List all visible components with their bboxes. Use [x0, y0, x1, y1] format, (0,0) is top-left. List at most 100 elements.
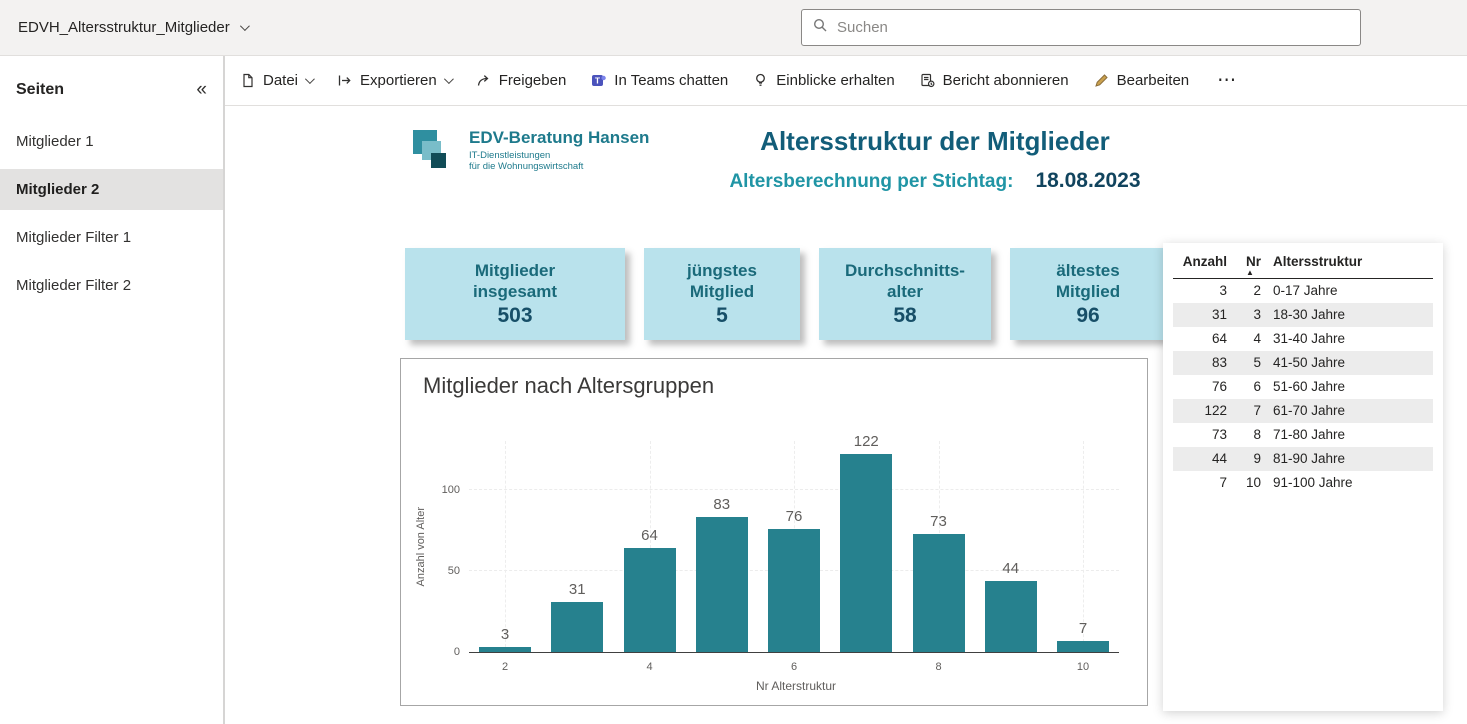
table-row[interactable]: 122 7 61-70 Jahre [1173, 399, 1433, 423]
cell-anzahl: 44 [1211, 451, 1227, 466]
x-tick-label: 10 [1076, 661, 1090, 673]
kpi-value: 503 [497, 304, 533, 328]
cell-altersstruktur: 81-90 Jahre [1273, 451, 1346, 466]
table-body: 3 2 0-17 Jahre 31 3 18-30 Jahre 64 4 31-40 Jahre… [1173, 279, 1433, 496]
file-menu-button[interactable]: Datei [239, 72, 315, 89]
export-icon [336, 72, 353, 89]
column-header-nr[interactable]: Nr ▲ [1233, 251, 1267, 279]
chart-bar[interactable] [768, 528, 820, 652]
search-input[interactable] [837, 19, 1350, 36]
lightbulb-icon [752, 72, 769, 89]
cell-nr: 5 [1253, 355, 1261, 370]
cell-altersstruktur: 18-30 Jahre [1273, 307, 1346, 322]
chart-bar[interactable] [1057, 640, 1109, 652]
cell-altersstruktur: 41-50 Jahre [1273, 355, 1346, 370]
cell-anzahl: 64 [1211, 331, 1227, 346]
share-icon [475, 72, 492, 89]
sidebar-item-mitglieder-2[interactable]: Mitglieder 2 [0, 169, 223, 210]
bar-value-label: 76 [785, 507, 803, 525]
report-name-label: EDVH_Altersstruktur_Mitglieder [18, 19, 230, 36]
table-header-row: Anzahl Nr ▲ Altersstruktur [1173, 251, 1433, 279]
logo-company-name: EDV-Beratung Hansen [469, 128, 650, 147]
kpi-value: 5 [716, 304, 728, 328]
cell-anzahl: 7 [1219, 475, 1227, 490]
table-row[interactable]: 83 5 41-50 Jahre [1173, 351, 1433, 375]
chart-bar[interactable] [695, 517, 748, 652]
cell-altersstruktur: 51-60 Jahre [1273, 379, 1346, 394]
report-canvas: EDV-Beratung Hansen IT-Dienstleistungen … [225, 106, 1467, 724]
table-row[interactable]: 73 8 71-80 Jahre [1173, 423, 1433, 447]
collapse-sidebar-icon[interactable]: « [196, 79, 207, 100]
table-row[interactable]: 44 9 81-90 Jahre [1173, 447, 1433, 471]
y-tick-label: 100 [441, 483, 460, 496]
file-icon [239, 72, 256, 89]
pages-sidebar: Seiten « Mitglieder 1 Mitglieder 2 Mitgl… [0, 56, 225, 724]
subscribe-icon [919, 72, 936, 89]
sidebar-title: Seiten [16, 80, 65, 98]
bar-chart-visual[interactable]: Mitglieder nach Altersgruppen Anzahl von… [400, 358, 1148, 706]
edit-button[interactable]: Bearbeiten [1093, 72, 1189, 89]
table-row[interactable]: 64 4 31-40 Jahre [1173, 327, 1433, 351]
chart-bar[interactable] [551, 601, 604, 652]
cell-nr: 10 [1245, 475, 1261, 490]
column-header-altersstruktur[interactable]: Altersstruktur [1267, 251, 1433, 279]
table-row[interactable]: 31 3 18-30 Jahre [1173, 303, 1433, 327]
report-name-menu[interactable]: EDVH_Altersstruktur_Mitglieder [18, 19, 250, 36]
edit-pencil-icon [1093, 72, 1110, 89]
subscribe-button[interactable]: Bericht abonnieren [919, 72, 1069, 89]
table-row[interactable]: 7 10 91-100 Jahre [1173, 471, 1433, 495]
cell-altersstruktur: 61-70 Jahre [1273, 403, 1346, 418]
search-box[interactable] [801, 9, 1361, 46]
cell-anzahl: 122 [1204, 403, 1227, 418]
kpi-card-row: Mitglieder insgesamt 503 jüngstes Mitgli… [405, 248, 1166, 340]
kpi-card-youngest-member[interactable]: jüngstes Mitglied 5 [644, 248, 800, 340]
chart-title: Mitglieder nach Altersgruppen [423, 373, 715, 398]
column-header-anzahl[interactable]: Anzahl [1173, 251, 1233, 279]
kpi-card-average-age[interactable]: Durchschnitts-alter 58 [819, 248, 991, 340]
sidebar-item-mitglieder-filter-2[interactable]: Mitglieder Filter 2 [16, 277, 132, 294]
table-row[interactable]: 3 2 0-17 Jahre [1173, 279, 1433, 304]
teams-chat-button[interactable]: T In Teams chatten [590, 72, 728, 89]
bar-value-label: 31 [568, 580, 586, 598]
kpi-label: Mitglieder insgesamt [472, 260, 558, 301]
share-button[interactable]: Freigeben [475, 72, 566, 89]
insights-button[interactable]: Einblicke erhalten [752, 72, 895, 89]
chart-plot: Anzahl von Alter 0 50 100 3 2 31 64 4 83 76 6 122 73… [415, 433, 1119, 673]
chart-bar[interactable] [479, 647, 531, 652]
age-structure-table-visual[interactable]: Anzahl Nr ▲ Altersstruktur 3 2 0-17 Jahre 3… [1163, 243, 1443, 711]
bar-value-label: 7 [1078, 619, 1088, 637]
cell-nr: 2 [1253, 283, 1261, 298]
top-bar: EDVH_Altersstruktur_Mitglieder [0, 0, 1467, 56]
chart-bar[interactable] [623, 548, 676, 652]
chevron-down-icon [304, 74, 315, 85]
chart-bar[interactable] [840, 454, 893, 652]
y-axis-label: Anzahl von Alter [415, 506, 427, 587]
chevron-down-icon [443, 74, 454, 85]
search-icon [812, 17, 829, 39]
kpi-card-total-members[interactable]: Mitglieder insgesamt 503 [405, 248, 625, 340]
svg-text:T: T [595, 76, 601, 86]
kpi-card-oldest-member[interactable]: ältestes Mitglied 96 [1010, 248, 1166, 340]
kpi-label: Durchschnitts-alter [845, 260, 965, 301]
sort-ascending-icon: ▲ [1246, 268, 1254, 277]
bar-value-label: 64 [641, 527, 658, 545]
x-tick-label: 6 [790, 661, 798, 673]
sidebar-item-mitglieder-1[interactable]: Mitglieder 1 [16, 133, 94, 150]
sidebar-item-mitglieder-filter-1[interactable]: Mitglieder Filter 1 [16, 229, 132, 246]
bar-value-label: 73 [930, 512, 947, 530]
chart-bar[interactable] [912, 533, 965, 652]
chart-bar[interactable] [984, 580, 1037, 652]
company-logo: EDV-Beratung Hansen IT-Dienstleistungen … [413, 128, 649, 174]
x-tick-label: 8 [935, 661, 942, 673]
teams-icon: T [590, 72, 607, 89]
cell-anzahl: 3 [1219, 283, 1227, 298]
more-options-button[interactable]: ⋯ [1217, 70, 1239, 91]
date-label: Altersberechnung per Stichtag: [729, 171, 1014, 192]
table-row[interactable]: 76 6 51-60 Jahre [1173, 375, 1433, 399]
cell-nr: 6 [1253, 379, 1261, 394]
logo-tagline-2: für die Wohnungswirtschaft [469, 160, 584, 172]
cell-anzahl: 76 [1211, 379, 1227, 394]
export-menu-button[interactable]: Exportieren [336, 72, 454, 89]
y-tick-label: 50 [447, 564, 460, 577]
cell-nr: 8 [1253, 427, 1261, 442]
